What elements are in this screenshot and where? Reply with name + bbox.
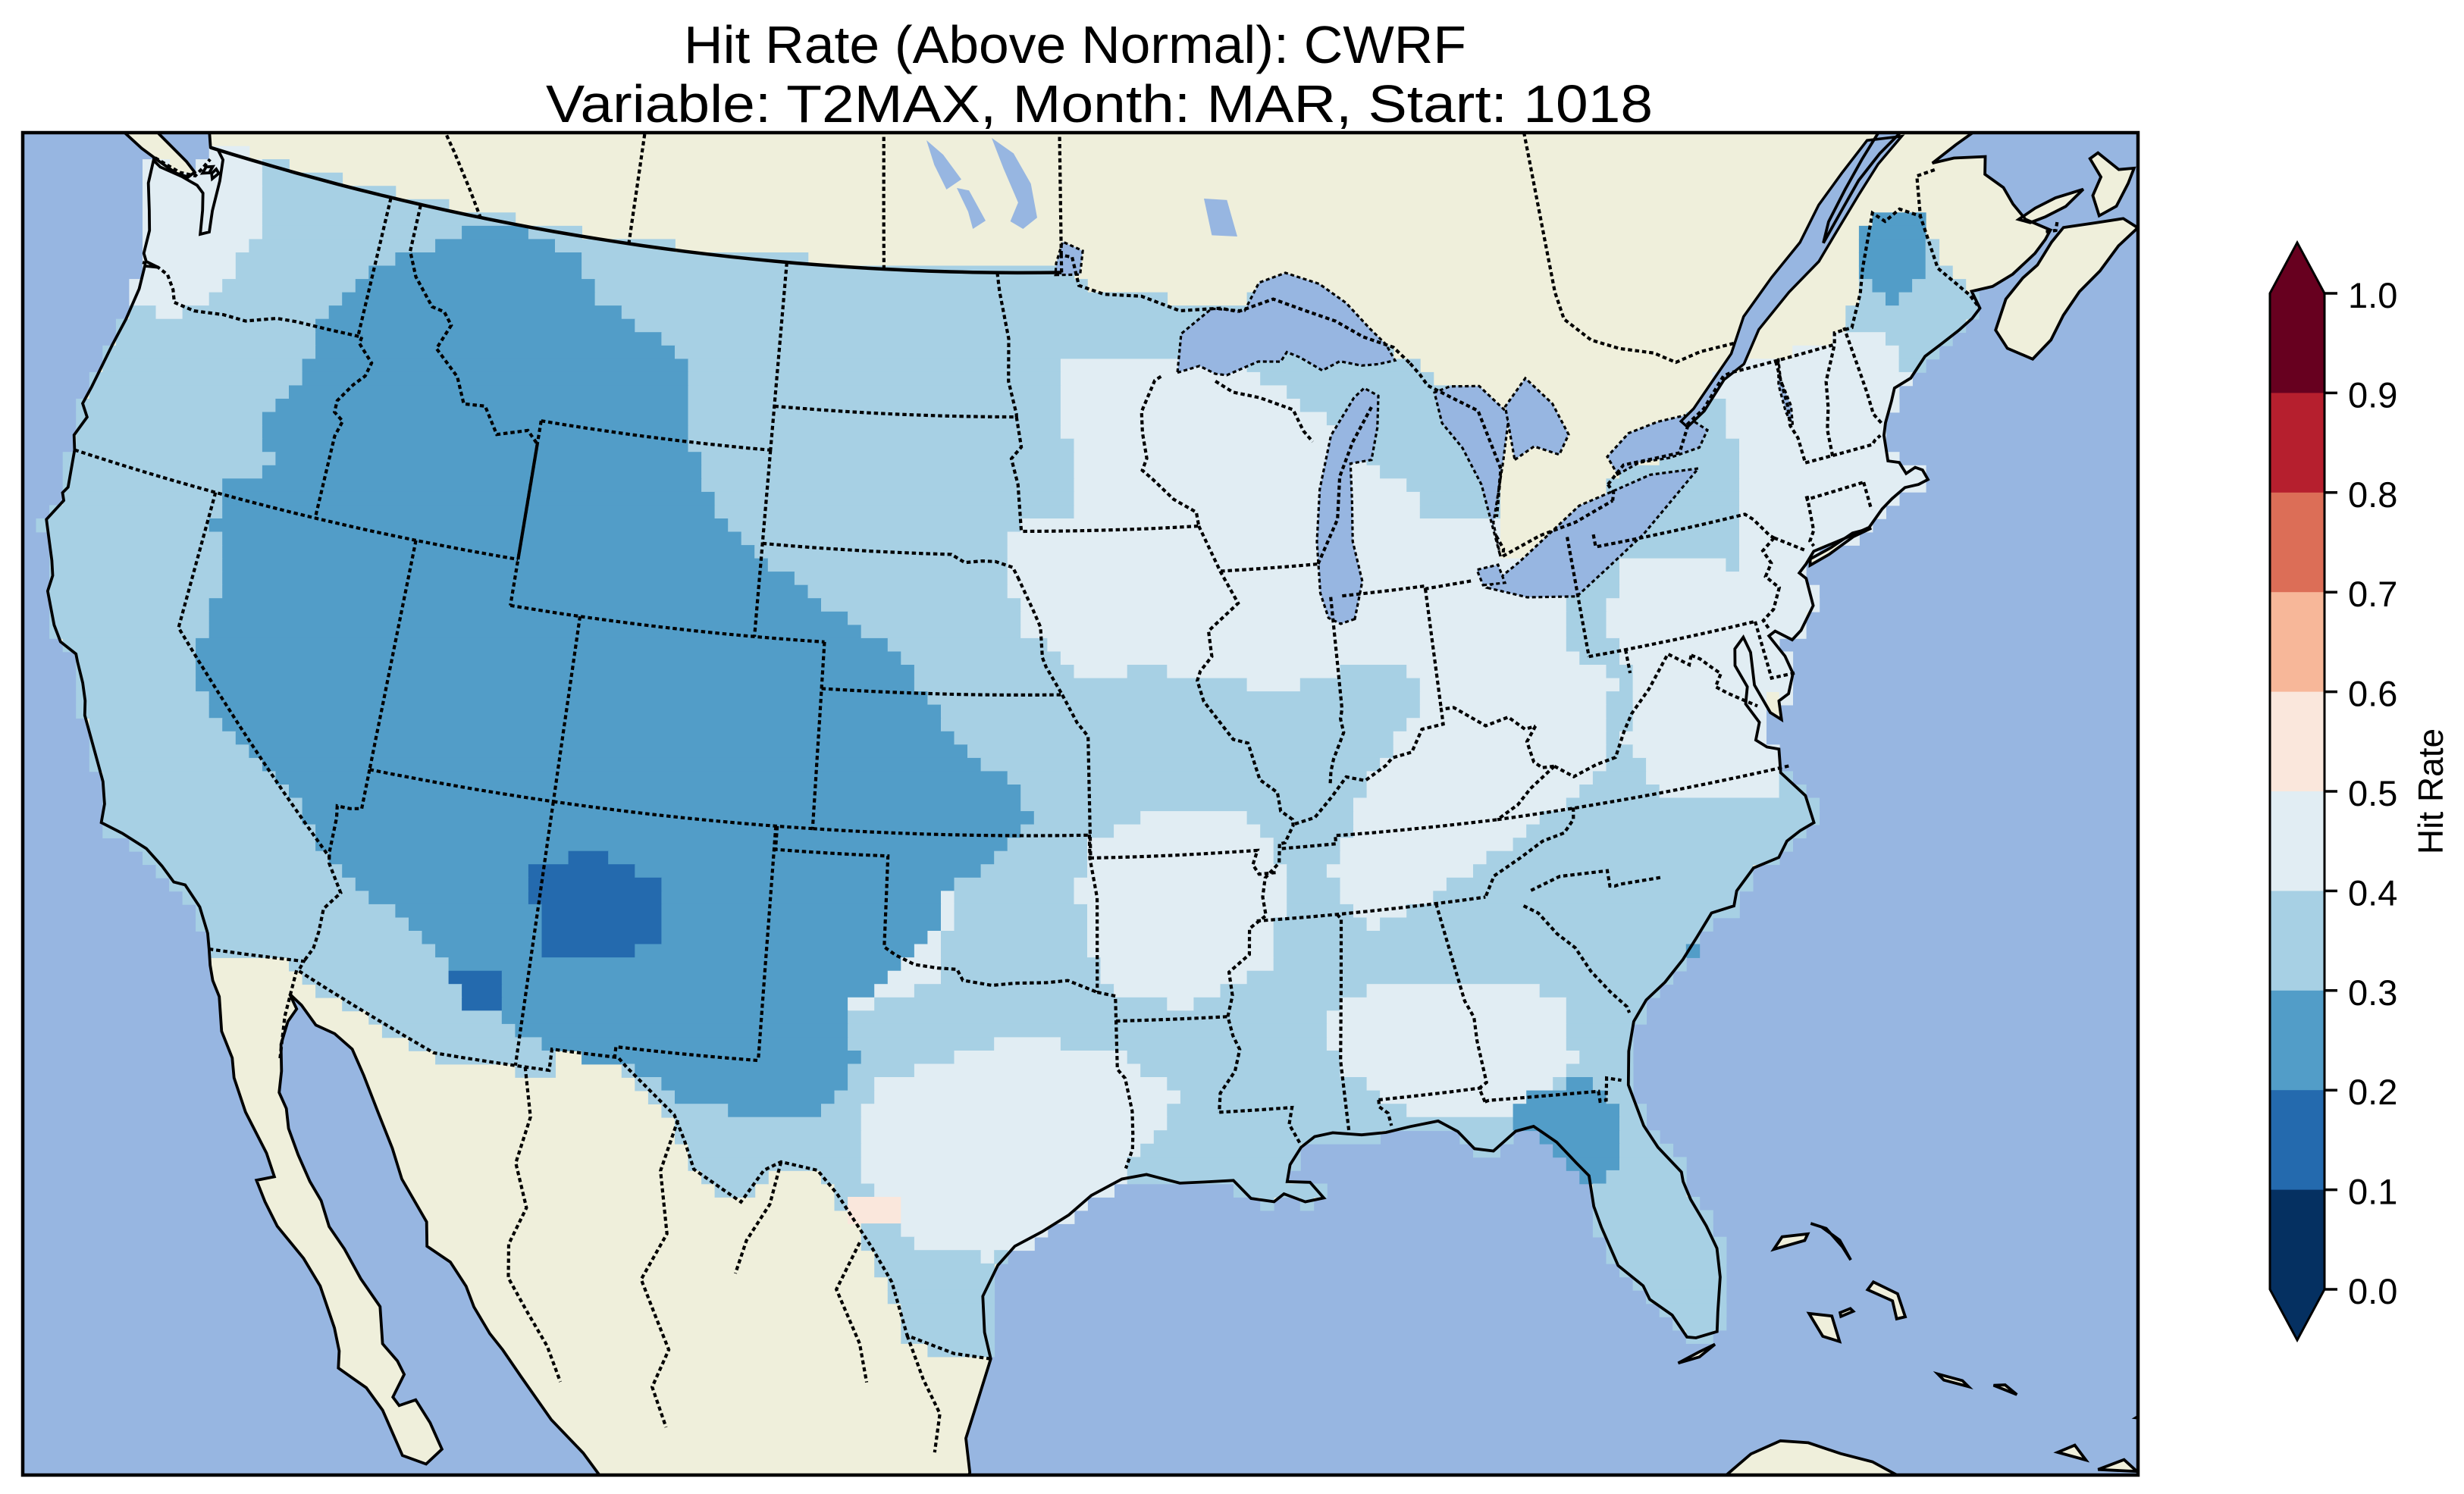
svg-text:0.6: 0.6 bbox=[2348, 674, 2397, 714]
svg-text:0.8: 0.8 bbox=[2348, 475, 2397, 515]
svg-text:0.3: 0.3 bbox=[2348, 973, 2397, 1013]
svg-text:0.4: 0.4 bbox=[2348, 872, 2397, 913]
svg-text:1.0: 1.0 bbox=[2348, 275, 2397, 315]
svg-text:Hit Rate (Above Normal): CWRF: Hit Rate (Above Normal): CWRF bbox=[684, 15, 1466, 74]
svg-text:0.5: 0.5 bbox=[2348, 773, 2397, 813]
svg-text:0.7: 0.7 bbox=[2348, 574, 2397, 614]
svg-text:0.2: 0.2 bbox=[2348, 1072, 2397, 1112]
svg-text:0.1: 0.1 bbox=[2348, 1172, 2397, 1212]
svg-text:Hit Rate: Hit Rate bbox=[2411, 728, 2450, 854]
svg-text:0.0: 0.0 bbox=[2348, 1271, 2397, 1311]
svg-text:Variable: T2MAX, Month: MAR, S: Variable: T2MAX, Month: MAR, Start: 1018 bbox=[546, 74, 1653, 133]
svg-text:0.9: 0.9 bbox=[2348, 374, 2397, 415]
